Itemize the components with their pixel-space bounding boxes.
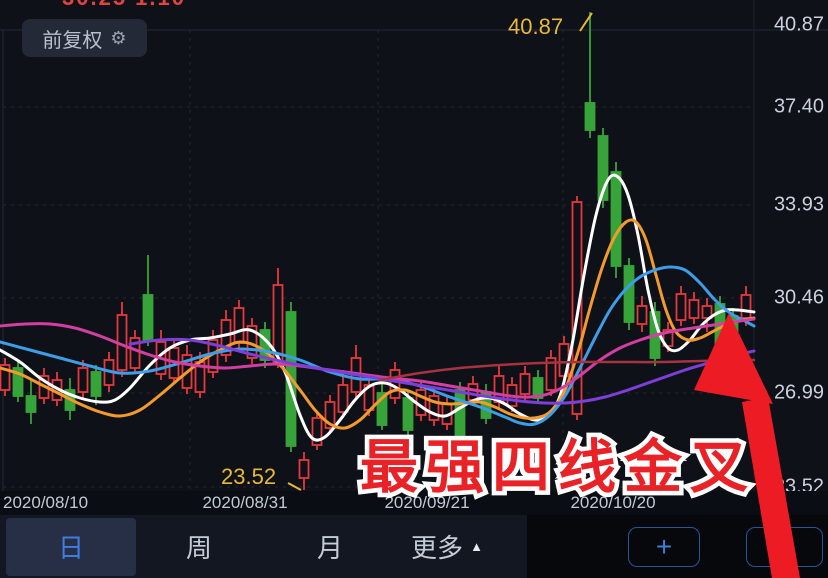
tab-day[interactable]: 日 [58,515,84,578]
low-price-label: 23.52 [221,464,277,489]
ticker-price-cropped: 30.25 1.10 [62,0,186,11]
zoom-out-button[interactable]: − [746,527,823,567]
tab-day-label: 日 [57,533,85,563]
tab-month[interactable]: 月 [317,515,343,578]
y-axis-label: 30.46 [773,286,824,309]
y-axis-label: 33.93 [773,193,824,216]
y-axis-label: 37.40 [773,95,824,118]
high-price-label: 40.87 [508,14,564,39]
x-axis: 2020/08/10 2020/08/31 2020/09/21 2020/10/20 [0,491,828,515]
more-expand-arrow-icon: ▲ [470,539,483,554]
y-axis-label: 26.99 [773,381,824,404]
tab-week[interactable]: 周 [186,515,212,578]
x-axis-label: 2020/08/31 [202,493,288,512]
tab-month-label: 月 [316,533,344,563]
x-axis-label: 2020/08/10 [3,493,89,512]
zoom-in-button[interactable]: + [628,527,700,567]
plus-icon: + [655,531,673,562]
tab-more-label: 更多 [411,533,464,563]
y-axis-label: 40.87 [773,13,824,36]
tab-more[interactable]: 更多 ▲ [411,515,483,578]
x-axis-label: 2020/10/20 [570,493,656,512]
candlestick-chart[interactable] [0,0,828,515]
adjust-mode-label: 前复权 [42,29,103,52]
bottom-toolbar: 日 周 月 更多 ▲ + − [0,515,828,578]
period-tab-panel: 日 周 月 更多 ▲ [0,515,527,578]
adjust-mode-button[interactable]: 前复权 ⚙ [22,19,147,57]
x-axis-label: 2020/09/21 [384,493,470,512]
tab-week-label: 周 [185,533,213,563]
active-tab-highlight [6,518,136,576]
gear-icon[interactable]: ⚙ [110,28,127,48]
minus-icon: − [775,530,794,563]
